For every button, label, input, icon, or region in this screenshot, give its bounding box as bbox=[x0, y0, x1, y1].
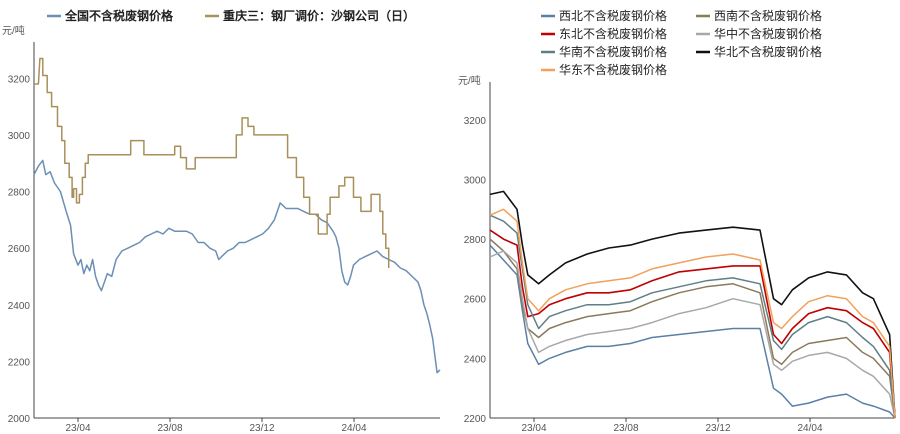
y-tick-label: 3200 bbox=[464, 116, 487, 127]
x-tick-label: 24/04 bbox=[797, 423, 822, 434]
y-tick-label: 2800 bbox=[464, 235, 487, 246]
y-tick-label: 2400 bbox=[464, 354, 487, 365]
legend-label: 重庆三：钢厂调价：沙钢公司（日） bbox=[223, 8, 415, 23]
legend-label: 华南不含税废钢价格 bbox=[559, 44, 667, 59]
series-line-1 bbox=[489, 244, 896, 419]
y-tick-label: 2600 bbox=[8, 244, 31, 255]
x-tick-label: 23/12 bbox=[705, 423, 730, 434]
series-line-1 bbox=[33, 159, 441, 374]
y-unit-label: 元/吨 bbox=[2, 24, 25, 37]
series-line-2 bbox=[34, 57, 390, 268]
chart-1: 元/吨 2000 2200 2400 2600 2800 3000 3200 23/04 23/0… bbox=[2, 8, 441, 434]
x-tick-label: 23/08 bbox=[157, 423, 182, 434]
y-unit-label: 元/吨 bbox=[458, 74, 481, 87]
legend-label: 华东不含税废钢价格 bbox=[559, 62, 667, 77]
y-tick-label: 2200 bbox=[8, 357, 31, 368]
x-tick-label: 23/08 bbox=[613, 423, 638, 434]
y-tick-label: 2800 bbox=[8, 188, 31, 199]
y-tick-label: 3000 bbox=[464, 175, 487, 186]
x-tick-label: 24/04 bbox=[341, 423, 366, 434]
chart-2: 元/吨 2200 2400 2600 2800 3000 3200 23/04 23/08 23/… bbox=[458, 8, 896, 434]
legend-label: 全国不含税废钢价格 bbox=[64, 8, 174, 23]
y-tick-label: 2000 bbox=[8, 414, 31, 425]
x-tick-label: 23/12 bbox=[249, 423, 274, 434]
y-tick-label: 2400 bbox=[8, 301, 31, 312]
legend-label: 东北不含税废钢价格 bbox=[559, 26, 667, 41]
legend-label: 西南不含税废钢价格 bbox=[714, 8, 822, 23]
y-tick-label: 2200 bbox=[464, 414, 487, 425]
series-line-5 bbox=[489, 214, 896, 419]
series-line-3 bbox=[489, 229, 896, 419]
legend-label: 华北不含税废钢价格 bbox=[714, 44, 822, 59]
y-tick-label: 3000 bbox=[8, 131, 31, 142]
x-tick-label: 23/04 bbox=[65, 423, 90, 434]
series-line-2 bbox=[489, 238, 896, 419]
legend-label: 西北不含税废钢价格 bbox=[559, 8, 667, 23]
legend-label: 华中不含税废钢价格 bbox=[714, 26, 822, 41]
y-tick-label: 3200 bbox=[8, 74, 31, 85]
series-line-7 bbox=[489, 208, 896, 419]
y-tick-label: 2600 bbox=[464, 295, 487, 306]
x-tick-label: 23/04 bbox=[521, 423, 546, 434]
series-line-4 bbox=[489, 250, 896, 419]
series-line-6 bbox=[489, 190, 896, 419]
